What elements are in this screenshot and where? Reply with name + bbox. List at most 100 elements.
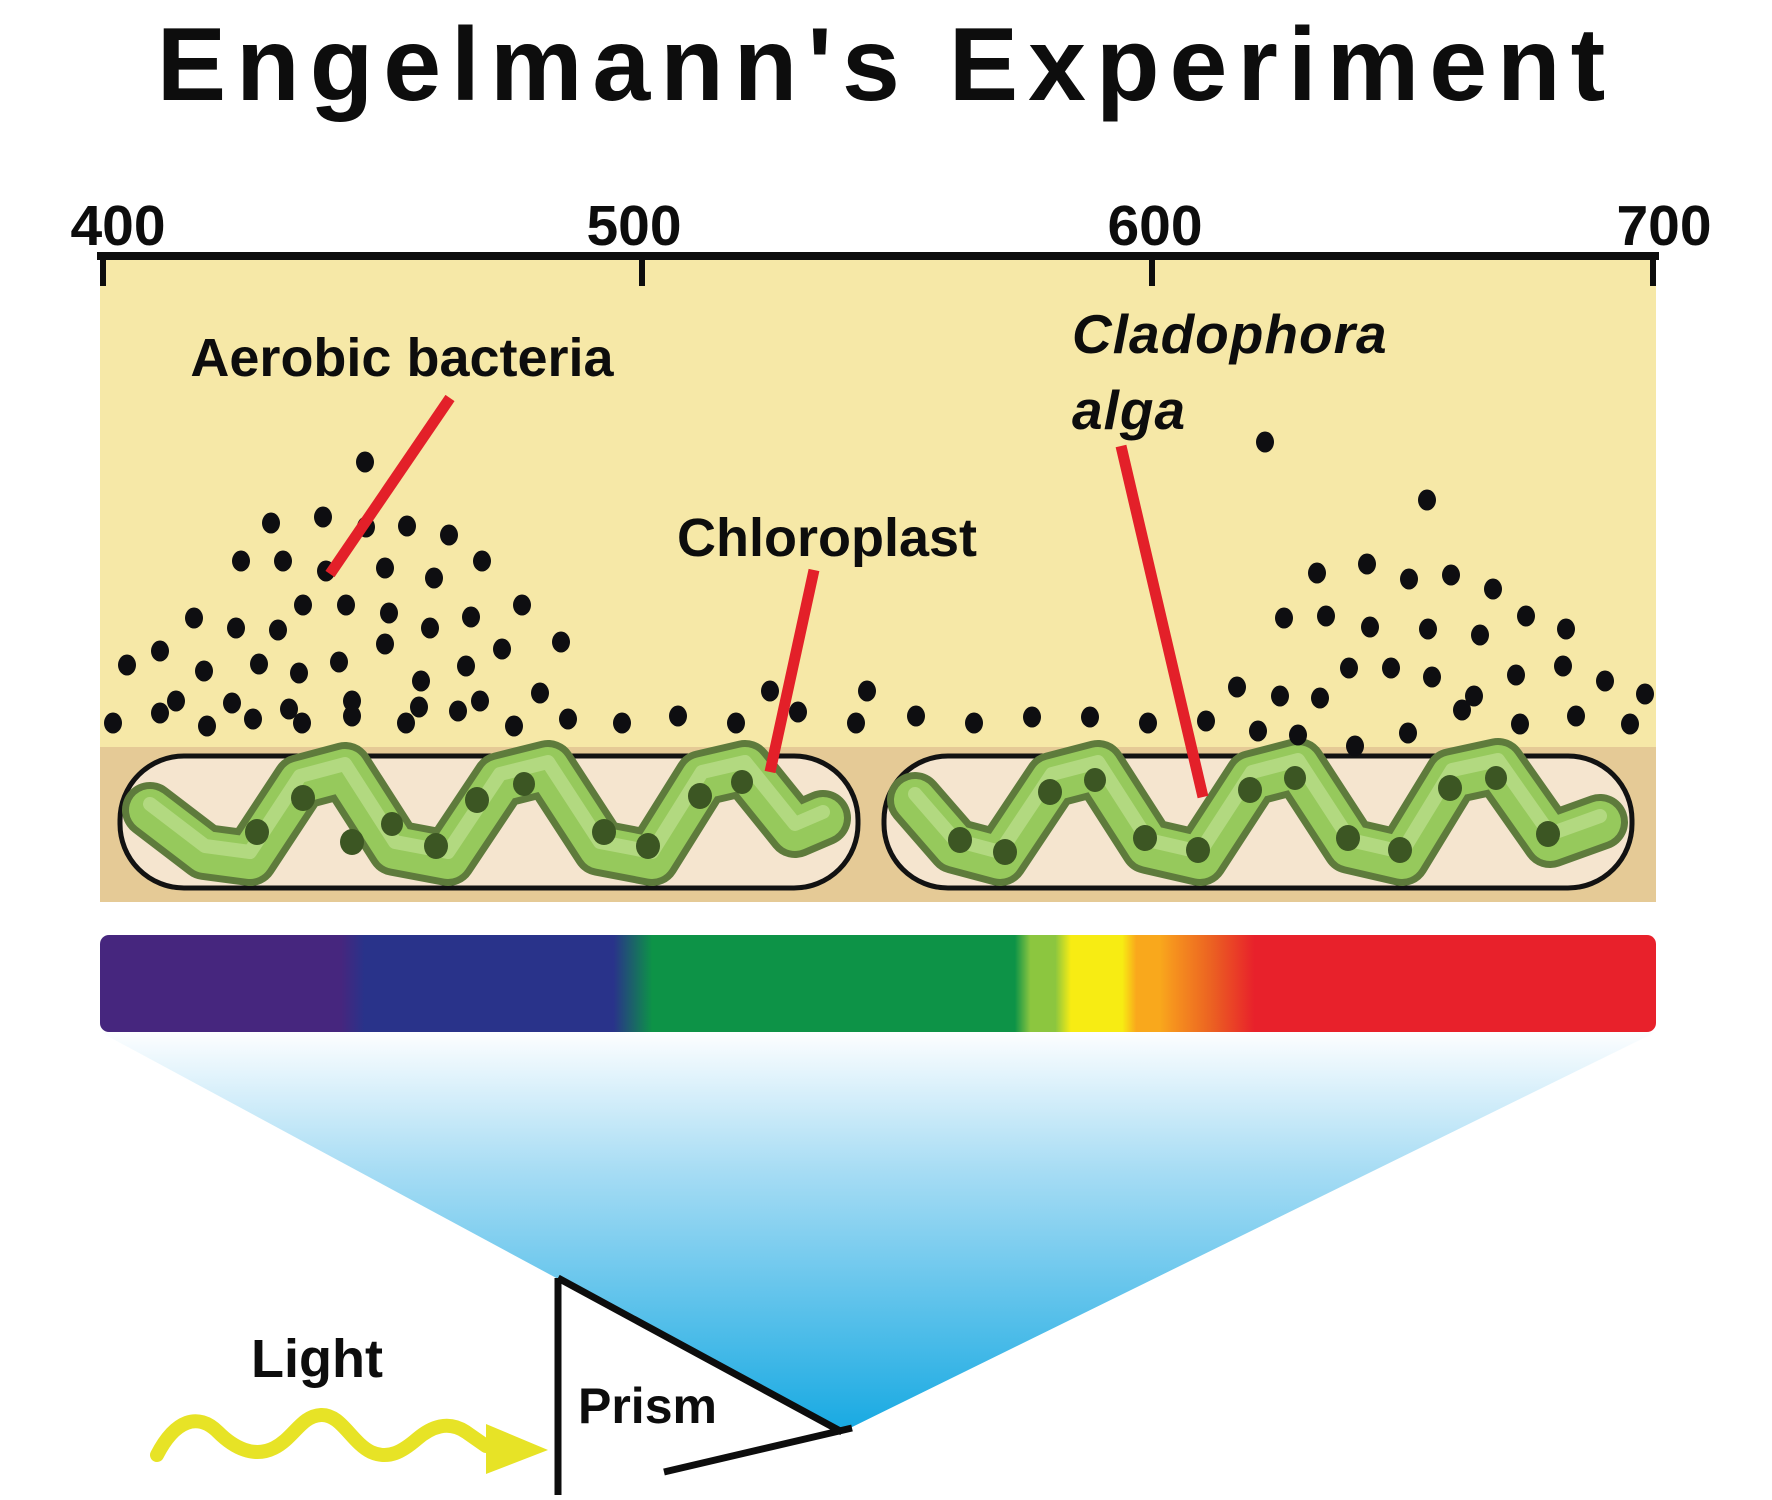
bacteria-dots: [104, 431, 1654, 757]
bacteria-dot: [1197, 710, 1215, 732]
bacteria-dot: [1346, 735, 1364, 757]
bacteria-dot: [789, 701, 807, 723]
prism-hypotenuse-edge: [556, 1274, 844, 1436]
bacteria-dot: [1271, 685, 1289, 707]
axis-tick-label-500: 500: [586, 194, 681, 258]
bacteria-dot: [412, 670, 430, 692]
bacteria-dot: [1453, 699, 1471, 721]
bacteria-dot: [669, 705, 687, 727]
bacteria-dot: [232, 550, 250, 572]
bacteria-dot: [1418, 489, 1436, 511]
bacteria-dot: [552, 631, 570, 653]
bacteria-dot: [471, 690, 489, 712]
bacteria-dot: [104, 712, 122, 734]
bacteria-dot: [151, 702, 169, 724]
pointer-chloroplast: [764, 568, 820, 774]
bacteria-dot: [1256, 431, 1274, 453]
bacteria-dot: [907, 705, 925, 727]
bacteria-dot: [473, 550, 491, 572]
prism-bottom-edge: [663, 1424, 853, 1476]
bacteria-dot: [1484, 578, 1502, 600]
bacteria-dot: [1507, 664, 1525, 686]
bacteria-dot: [1557, 618, 1575, 640]
label-cladophora: Cladophora: [1072, 303, 1388, 365]
bacteria-dot: [1399, 722, 1417, 744]
label-cladophora-alga: alga: [1072, 379, 1186, 441]
bacteria-dot: [1471, 624, 1489, 646]
bacteria-dot: [1228, 676, 1246, 698]
bacteria-dot: [1621, 713, 1639, 735]
bacteria-dot: [376, 557, 394, 579]
bacteria-dot: [1636, 683, 1654, 705]
bacteria-dot: [269, 619, 287, 641]
bacteria-dot: [274, 550, 292, 572]
bacteria-dot: [421, 617, 439, 639]
bacteria-dot: [1382, 657, 1400, 679]
bacteria-dot: [440, 524, 458, 546]
bacteria-dot: [1358, 553, 1376, 575]
bacteria-dot: [449, 700, 467, 722]
bacteria-dot: [244, 708, 262, 730]
bacteria-dot: [330, 651, 348, 673]
label-light: Light: [251, 1329, 383, 1389]
bacteria-dot: [294, 594, 312, 616]
bacteria-dot: [1289, 724, 1307, 746]
bacteria-dot: [380, 602, 398, 624]
axis-tick-label-600: 600: [1107, 194, 1202, 258]
alga-filament-right: [881, 738, 1635, 891]
bacteria-dot: [151, 640, 169, 662]
pointer-aerobic-bacteria: [325, 394, 455, 578]
bacteria-dot: [195, 660, 213, 682]
bacteria-dot: [410, 696, 428, 718]
wavelength-axis: 400 500 600 700: [70, 194, 1711, 258]
bacteria-dot: [727, 712, 745, 734]
alga-highlight-path: [908, 753, 1607, 859]
bacteria-dot: [293, 712, 311, 734]
bacteria-dot: [1249, 720, 1267, 742]
bacteria-dot: [1400, 568, 1418, 590]
bacteria-dot: [1275, 607, 1293, 629]
bacteria-dot: [356, 451, 374, 473]
bacteria-dot: [250, 653, 268, 675]
bacteria-dot: [227, 617, 245, 639]
bacteria-dot: [1423, 666, 1441, 688]
bacteria-dot: [513, 594, 531, 616]
alga-filament-left: [117, 740, 861, 891]
bacteria-dot: [493, 638, 511, 660]
bacteria-dot: [1317, 605, 1335, 627]
bacteria-dot: [1554, 655, 1572, 677]
axis-line-group: [97, 252, 1659, 286]
bacteria-dot: [1308, 562, 1326, 584]
bacteria-dot: [290, 662, 308, 684]
bacteria-dot: [1596, 670, 1614, 692]
bacteria-dot: [198, 715, 216, 737]
bacteria-dot: [462, 606, 480, 628]
bacteria-dot: [1511, 713, 1529, 735]
bacteria-dot: [185, 607, 203, 629]
bacteria-dot: [1567, 705, 1585, 727]
bacteria-dot: [118, 654, 136, 676]
bacteria-dot: [847, 712, 865, 734]
bacteria-dot: [965, 712, 983, 734]
bacteria-dot: [1361, 616, 1379, 638]
light-arrowhead: [486, 1424, 548, 1474]
bacteria-dot: [280, 698, 298, 720]
bacteria-dot: [1419, 618, 1437, 640]
pointer-lines: [325, 394, 1209, 799]
light-cone: [100, 1032, 1656, 1432]
bacteria-dot: [559, 708, 577, 730]
alga-spots: [948, 766, 1560, 865]
label-prism: Prism: [578, 1378, 717, 1434]
bacteria-dot: [1442, 564, 1460, 586]
bacteria-dot: [397, 712, 415, 734]
bacteria-dot: [1465, 685, 1483, 707]
pointer-cladophora-alga: [1115, 444, 1209, 799]
bacteria-dot: [1340, 657, 1358, 679]
spectrum-bar: [100, 935, 1656, 1032]
prism: [554, 1274, 853, 1495]
bacteria-dot: [1517, 605, 1535, 627]
axis-tick-label-400: 400: [70, 194, 165, 258]
bacteria-dot: [398, 515, 416, 537]
bacteria-dot: [531, 682, 549, 704]
